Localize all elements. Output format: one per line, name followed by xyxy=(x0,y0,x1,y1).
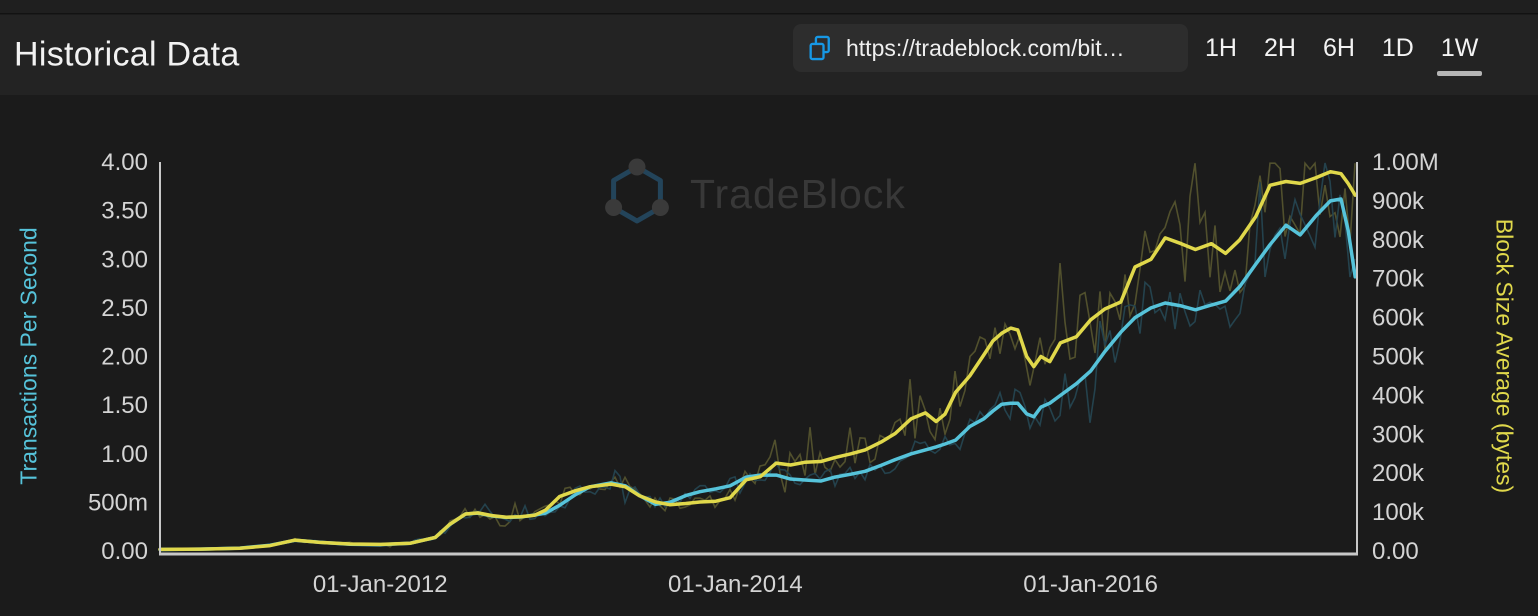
x-tick-label: 01-Jan-2016 xyxy=(1023,571,1158,598)
tps-raw-line xyxy=(159,162,1356,551)
y-right-tick-label: 700k xyxy=(1372,266,1425,293)
y-left-tick-label: 500m xyxy=(88,489,148,516)
y-right-tick-label: 200k xyxy=(1372,460,1425,487)
tps-line xyxy=(158,197,1357,552)
y-left-tick-label: 1.00 xyxy=(101,441,148,468)
y-right-tick-label: 100k xyxy=(1372,499,1425,526)
y-left-tick-label: 3.00 xyxy=(101,246,148,273)
range-1d[interactable]: 1D xyxy=(1381,33,1414,62)
y-right-tick-label: 600k xyxy=(1372,305,1425,332)
block-size-raw-line xyxy=(159,161,1356,551)
y-right-tick-label: 300k xyxy=(1372,421,1425,448)
copy-icon[interactable] xyxy=(806,34,834,62)
y-right-tick-label: 1.00M xyxy=(1372,149,1439,176)
y-left-tick-label: 2.50 xyxy=(101,295,148,322)
y-left-tick-label: 0.00 xyxy=(101,538,148,565)
y-left-tick-label: 2.00 xyxy=(101,344,148,371)
y-left-tick-label: 1.50 xyxy=(101,392,148,419)
range-2h[interactable]: 2H xyxy=(1263,33,1296,62)
y-left-tick-label: 3.50 xyxy=(101,198,148,225)
header: Historical Data https://tradeblock.com/b… xyxy=(0,15,1538,95)
y-right-tick-label: 400k xyxy=(1372,382,1425,409)
y-right-tick-label: 800k xyxy=(1372,227,1425,254)
range-1w[interactable]: 1W xyxy=(1436,33,1482,76)
y-right-tick-label: 0.00 xyxy=(1372,538,1419,565)
page-title: Historical Data xyxy=(14,35,240,74)
share-url-box[interactable]: https://tradeblock.com/bit… xyxy=(793,24,1188,72)
y-left-tick-label: 4.00 xyxy=(101,149,148,176)
watermark-text: TradeBlock xyxy=(690,170,906,217)
y-axis-left-title: Transactions Per Second xyxy=(15,227,42,485)
time-range-selector: 1H 2H 6H 1D 1W xyxy=(1205,24,1482,76)
block-size-line xyxy=(158,169,1357,552)
tradeblock-logo-icon xyxy=(605,158,669,224)
y-right-tick-label: 500k xyxy=(1372,344,1425,371)
y-right-tick-label: 900k xyxy=(1372,188,1425,215)
range-1h[interactable]: 1H xyxy=(1205,33,1237,62)
share-url-text: https://tradeblock.com/bit… xyxy=(846,34,1125,61)
range-6h[interactable]: 6H xyxy=(1322,33,1355,62)
top-strip xyxy=(0,0,1538,14)
x-tick-label: 01-Jan-2012 xyxy=(313,571,448,598)
watermark: TradeBlock xyxy=(604,158,906,230)
x-tick-label: 01-Jan-2014 xyxy=(668,571,803,598)
y-axis-right-title: Block Size Average (bytes) xyxy=(1491,218,1518,494)
